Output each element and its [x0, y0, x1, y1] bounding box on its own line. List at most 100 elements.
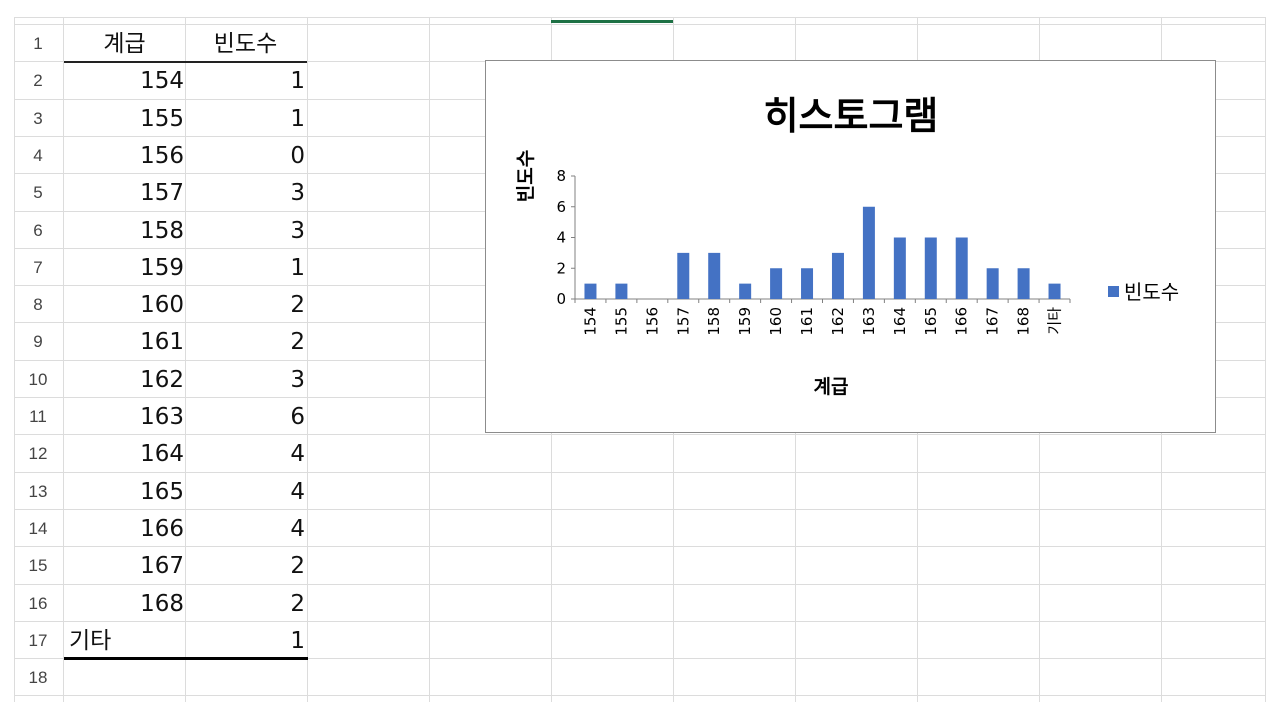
column-selection-indicator: [551, 20, 673, 23]
bar[interactable]: [801, 268, 814, 299]
row-header[interactable]: 1: [33, 34, 43, 53]
bar[interactable]: [862, 206, 875, 299]
cell-class[interactable]: 160: [140, 292, 184, 318]
row-header[interactable]: 12: [28, 444, 48, 463]
cell-class[interactable]: 161: [140, 329, 184, 355]
bar[interactable]: [986, 268, 999, 299]
cell-class[interactable]: 157: [140, 180, 184, 206]
cell-class[interactable]: 163: [140, 404, 184, 430]
row-header[interactable]: 9: [33, 332, 43, 351]
cell-frequency[interactable]: 2: [290, 591, 305, 617]
x-tick-label: 168: [1015, 307, 1033, 336]
y-tick-label: 0: [556, 290, 566, 308]
bar[interactable]: [615, 283, 628, 299]
column-gridline: [307, 17, 308, 702]
row-header[interactable]: 6: [33, 221, 43, 240]
row-gridline: [14, 546, 1266, 547]
cell-class[interactable]: 168: [140, 591, 184, 617]
bar[interactable]: [924, 237, 937, 300]
table-bottom-border: [64, 657, 308, 660]
cell-frequency[interactable]: 1: [290, 628, 305, 654]
cell-class[interactable]: 166: [140, 516, 184, 542]
column-gridline: [185, 17, 186, 702]
row-gridline: [14, 621, 1266, 622]
bar[interactable]: [677, 252, 690, 299]
x-tick-label: 157: [674, 307, 692, 336]
row-gridline: [14, 658, 1266, 659]
cell-class[interactable]: 158: [140, 218, 184, 244]
x-axis-label: 계급: [814, 376, 849, 398]
legend-label: 빈도수: [1124, 280, 1179, 304]
cell-frequency[interactable]: 1: [290, 106, 305, 132]
row-header[interactable]: 3: [33, 109, 43, 128]
cell-frequency[interactable]: 0: [290, 143, 305, 169]
bar[interactable]: [770, 268, 783, 299]
column-gridline: [63, 17, 64, 702]
row-header[interactable]: 5: [33, 183, 43, 202]
cell-frequency[interactable]: 3: [290, 218, 305, 244]
column-gridline: [429, 17, 430, 702]
x-tick-label: 165: [922, 307, 940, 336]
cell-class[interactable]: 162: [140, 367, 184, 393]
cell-frequency[interactable]: 4: [290, 516, 305, 542]
row-header[interactable]: 15: [28, 556, 48, 575]
cell-class[interactable]: 167: [140, 553, 184, 579]
cell-class[interactable]: 165: [140, 479, 184, 505]
cell-frequency[interactable]: 2: [290, 329, 305, 355]
bar[interactable]: [1048, 283, 1061, 299]
row-header[interactable]: 18: [28, 668, 48, 687]
row-gridline: [14, 24, 1266, 25]
x-tick-label: 158: [705, 307, 723, 336]
bar[interactable]: [955, 237, 968, 300]
bar[interactable]: [584, 283, 597, 299]
row-header[interactable]: 13: [28, 482, 48, 501]
header-cell-class[interactable]: 계급: [103, 31, 146, 57]
x-tick-label: 161: [798, 307, 816, 336]
cell-class[interactable]: 기타: [69, 628, 112, 654]
row-header[interactable]: 4: [33, 146, 43, 165]
row-header[interactable]: 17: [28, 631, 48, 650]
cell-frequency[interactable]: 4: [290, 479, 305, 505]
bar[interactable]: [893, 237, 906, 300]
bar[interactable]: [1017, 268, 1030, 299]
bar[interactable]: [739, 283, 752, 299]
x-tick-label: 159: [736, 307, 754, 336]
cell-frequency[interactable]: 2: [290, 553, 305, 579]
cell-class[interactable]: 154: [140, 68, 184, 94]
cell-class[interactable]: 156: [140, 143, 184, 169]
row-header[interactable]: 14: [28, 519, 48, 538]
bar[interactable]: [831, 252, 844, 299]
y-tick-label: 2: [556, 259, 566, 277]
x-tick-label: 156: [643, 307, 661, 336]
row-header[interactable]: 10: [28, 370, 48, 389]
x-axis: 154 155 156 157 158 159 160 161 162 163 164 165 166 1…: [574, 298, 1071, 336]
y-axis-label: 빈도수: [515, 150, 537, 202]
bars: [584, 206, 1061, 300]
histogram-chart[interactable]: 히스토그램 빈도수 계급 0 2 4 6 8 154 155 156 157 158 159 160…: [485, 60, 1216, 433]
cell-frequency[interactable]: 1: [290, 68, 305, 94]
cell-frequency[interactable]: 2: [290, 292, 305, 318]
row-header[interactable]: 8: [33, 295, 43, 314]
column-gridline: [14, 17, 15, 702]
chart-title: 히스토그램: [764, 94, 939, 138]
cell-frequency[interactable]: 3: [290, 367, 305, 393]
header-cell-frequency[interactable]: 빈도수: [213, 31, 278, 57]
x-tick-label: 162: [829, 307, 847, 336]
cell-frequency[interactable]: 1: [290, 255, 305, 281]
x-tick-label: 163: [860, 307, 878, 336]
cell-frequency[interactable]: 3: [290, 180, 305, 206]
cell-frequency[interactable]: 4: [290, 441, 305, 467]
y-tick-label: 8: [556, 167, 566, 185]
cell-frequency[interactable]: 6: [290, 404, 305, 430]
row-header[interactable]: 2: [33, 71, 43, 90]
cell-class[interactable]: 159: [140, 255, 184, 281]
cell-class[interactable]: 155: [140, 106, 184, 132]
row-header[interactable]: 11: [29, 407, 47, 426]
row-header[interactable]: 16: [28, 594, 48, 613]
bar[interactable]: [708, 252, 721, 299]
row-header[interactable]: 7: [33, 258, 43, 277]
x-tick-label: 154: [581, 307, 599, 336]
cell-class[interactable]: 164: [140, 441, 184, 467]
row-gridline: [14, 434, 1266, 435]
